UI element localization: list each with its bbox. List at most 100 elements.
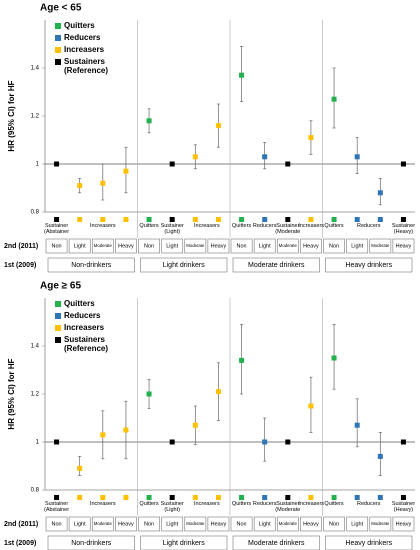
- y-tick-label: 1.4: [31, 66, 40, 72]
- row-label: 1st (2009): [4, 540, 36, 547]
- transition-label: Sustainer (Moderate): [275, 223, 301, 235]
- point: [377, 453, 383, 459]
- category-box: [115, 238, 137, 254]
- point: [285, 439, 291, 445]
- legend-label-box: Quitters: [64, 21, 95, 30]
- transition-label-box: Increasers: [298, 223, 323, 229]
- legend-label-box: Sustainers (Reference): [64, 335, 109, 353]
- transition-label: Quitters: [139, 501, 159, 507]
- point: [354, 154, 360, 160]
- point: [77, 183, 83, 189]
- transition-marker: [146, 217, 152, 222]
- category-box: [300, 516, 322, 532]
- transition-marker: [54, 217, 60, 222]
- transition-marker: [239, 217, 245, 222]
- category-box: [230, 516, 253, 532]
- point: [239, 72, 245, 78]
- group-label: Heavy drinkers: [345, 262, 392, 269]
- transition-label: Quitters: [231, 501, 252, 507]
- category-box: [230, 238, 253, 254]
- legend-label-box: Sustainers (Reference): [64, 57, 108, 75]
- transition-label-box: Increasers: [89, 223, 116, 229]
- group-box: [47, 257, 135, 273]
- legend-swatch: [55, 313, 61, 319]
- transition-label-box: Quitters: [231, 501, 252, 507]
- category-box: [68, 516, 91, 532]
- legend-label: Increasers: [64, 45, 105, 54]
- transition-label-box: Sustainer (Light): [160, 223, 184, 235]
- legend-swatch: [55, 35, 61, 41]
- point: [169, 161, 175, 167]
- category-box: [253, 238, 276, 254]
- category-label: Heavy: [211, 521, 227, 527]
- transition-label-box: Increasers: [194, 223, 220, 229]
- category-box: [392, 516, 415, 532]
- legend-swatch: [55, 47, 61, 53]
- transition-label: Increasers: [89, 223, 116, 229]
- transition-marker: [215, 217, 221, 222]
- transition-label: Sustainer (Light): [160, 223, 184, 235]
- legend-label-box: Reducers: [64, 33, 100, 42]
- category-box: [392, 238, 415, 254]
- point: [77, 465, 83, 471]
- transition-label: Quitters: [324, 501, 344, 507]
- transition-label: Reducers: [252, 501, 277, 507]
- transition-label-box: Sustainer (Abstainer): [44, 501, 69, 513]
- category-label: Light: [259, 243, 271, 249]
- group-box: [140, 535, 228, 550]
- transition-label-box: Increasers: [298, 501, 323, 507]
- category-label: Light: [166, 243, 178, 249]
- transition-marker: [308, 217, 314, 222]
- category-label: Moderate: [371, 243, 390, 248]
- transition-marker: [169, 495, 175, 500]
- transition-label: Quitters: [231, 223, 252, 229]
- legend-label: Sustainers (Reference): [64, 335, 109, 353]
- group-box: [325, 257, 413, 273]
- transition-marker: [192, 217, 198, 222]
- point: [123, 168, 129, 174]
- category-box: [369, 516, 392, 532]
- transition-label-box: Increasers: [89, 501, 116, 507]
- point: [285, 161, 291, 167]
- legend-label: Quitters: [64, 299, 95, 308]
- point: [146, 118, 152, 124]
- transition-marker: [215, 495, 221, 500]
- transition-label-box: Sustainer (Moderate): [275, 501, 301, 513]
- transition-label-box: Reducers: [357, 501, 381, 507]
- category-label: Moderate: [186, 243, 205, 248]
- group-label: Non-drinkers: [71, 262, 112, 269]
- point: [262, 439, 268, 445]
- category-label: Non: [237, 243, 247, 249]
- point: [146, 391, 152, 397]
- point: [215, 389, 221, 395]
- group-label: Light drinkers: [163, 262, 206, 269]
- category-label: Moderate: [279, 521, 298, 526]
- panel-title: Age < 65: [40, 3, 82, 14]
- transition-marker: [285, 495, 291, 500]
- transition-label: Sustainer (Moderate): [275, 501, 301, 513]
- legend-label-box: Quitters: [64, 299, 95, 308]
- category-label: Light: [351, 521, 363, 527]
- y-tick-label: 1.2: [31, 114, 40, 120]
- legend-swatch: [55, 337, 61, 343]
- legend-label-box: Increasers: [64, 45, 105, 54]
- transition-marker: [377, 217, 383, 222]
- category-box: [207, 238, 230, 254]
- legend-label-box: Reducers: [64, 311, 100, 320]
- row-label: 1st (2009): [4, 262, 36, 269]
- transition-label: Sustainer (Heavy): [391, 223, 416, 235]
- legend-swatch: [55, 301, 61, 307]
- transition-label-box: Reducers: [252, 501, 277, 507]
- transition-marker: [400, 217, 406, 222]
- transition-label: Increasers: [194, 501, 220, 507]
- category-box: [323, 516, 345, 532]
- transition-label: Increasers: [89, 501, 116, 507]
- point: [331, 96, 337, 102]
- transition-label-box: Quitters: [139, 501, 159, 507]
- point: [215, 123, 221, 129]
- transition-marker: [262, 495, 268, 500]
- transition-marker: [146, 495, 152, 500]
- transition-label-box: Increasers: [194, 501, 220, 507]
- point: [239, 357, 245, 363]
